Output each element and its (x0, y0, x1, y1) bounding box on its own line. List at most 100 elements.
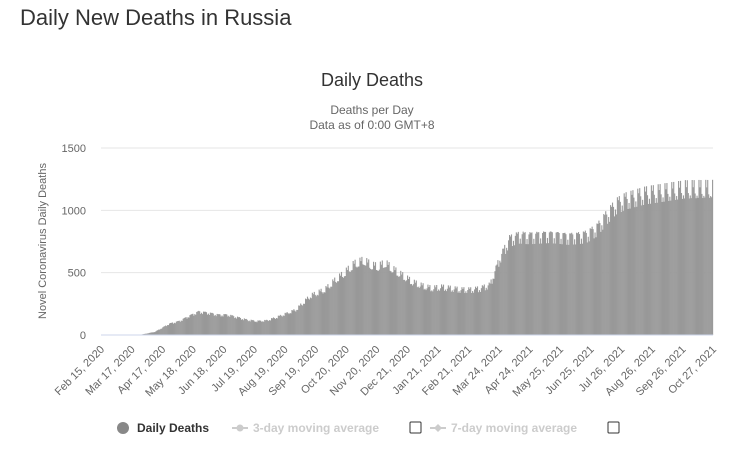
daily-deaths-bar[interactable] (607, 223, 609, 335)
daily-deaths-bar[interactable] (210, 312, 212, 335)
daily-deaths-bar[interactable] (272, 317, 275, 335)
daily-deaths-bar[interactable] (554, 243, 556, 335)
daily-deaths-bar[interactable] (410, 283, 413, 335)
daily-deaths-bar[interactable] (634, 207, 636, 335)
daily-deaths-bar[interactable] (397, 275, 399, 335)
daily-deaths-bar[interactable] (431, 290, 433, 335)
daily-deaths-bar[interactable] (267, 320, 269, 335)
daily-deaths-bar[interactable] (652, 185, 654, 335)
daily-deaths-bar[interactable] (322, 293, 324, 335)
daily-deaths-bar[interactable] (184, 317, 186, 335)
daily-deaths-bar[interactable] (708, 194, 710, 335)
daily-deaths-bar[interactable] (339, 275, 342, 335)
daily-deaths-bar[interactable] (564, 232, 566, 335)
daily-deaths-bar[interactable] (319, 291, 321, 335)
daily-deaths-bar[interactable] (173, 322, 175, 335)
daily-deaths-bar[interactable] (611, 206, 613, 335)
daily-deaths-bar[interactable] (695, 198, 697, 335)
daily-deaths-bar[interactable] (502, 248, 504, 335)
daily-deaths-bar[interactable] (271, 318, 273, 335)
daily-deaths-bar[interactable] (454, 286, 456, 335)
daily-deaths-bar[interactable] (391, 272, 393, 335)
daily-deaths-bar[interactable] (566, 244, 568, 335)
daily-deaths-bar[interactable] (198, 310, 200, 335)
daily-deaths-bar[interactable] (691, 180, 693, 335)
daily-deaths-bar[interactable] (576, 232, 578, 335)
daily-deaths-bar[interactable] (222, 316, 224, 335)
daily-deaths-bar[interactable] (305, 298, 307, 335)
daily-deaths-bar[interactable] (194, 314, 196, 335)
daily-deaths-bar[interactable] (373, 261, 375, 335)
daily-deaths-bar[interactable] (694, 193, 696, 335)
daily-deaths-bar[interactable] (441, 286, 444, 335)
daily-deaths-bar[interactable] (422, 283, 424, 335)
daily-deaths-bar[interactable] (300, 303, 302, 335)
daily-deaths-bar[interactable] (522, 231, 524, 335)
daily-deaths-bar[interactable] (659, 184, 661, 335)
daily-deaths-bar[interactable] (526, 239, 528, 335)
daily-deaths-bar[interactable] (709, 197, 711, 335)
daily-deaths-bar[interactable] (615, 214, 617, 335)
daily-deaths-bar[interactable] (617, 200, 619, 335)
daily-deaths-bar[interactable] (460, 290, 462, 335)
daily-deaths-bar[interactable] (641, 205, 643, 335)
daily-deaths-bar[interactable] (381, 260, 383, 335)
daily-deaths-bar[interactable] (590, 228, 592, 335)
daily-deaths-bar[interactable] (156, 330, 158, 335)
daily-deaths-bar[interactable] (261, 321, 263, 335)
daily-deaths-bar[interactable] (648, 198, 651, 335)
daily-deaths-bar[interactable] (152, 332, 154, 335)
daily-deaths-bar[interactable] (621, 205, 623, 335)
daily-deaths-bar[interactable] (355, 266, 357, 335)
daily-deaths-bar[interactable] (647, 203, 650, 335)
daily-deaths-bar[interactable] (585, 232, 587, 335)
daily-deaths-bar[interactable] (155, 331, 157, 335)
daily-deaths-bar[interactable] (306, 296, 309, 335)
daily-deaths-bar[interactable] (632, 190, 634, 335)
daily-deaths-bar[interactable] (360, 261, 362, 335)
daily-deaths-bar[interactable] (688, 198, 690, 335)
daily-deaths-bar[interactable] (382, 267, 384, 335)
daily-deaths-bar[interactable] (317, 295, 319, 335)
daily-deaths-bar[interactable] (553, 238, 555, 335)
daily-deaths-bar[interactable] (538, 232, 540, 335)
daily-deaths-bar[interactable] (490, 279, 492, 335)
daily-deaths-bar[interactable] (242, 320, 244, 335)
daily-deaths-bar[interactable] (710, 196, 712, 335)
daily-deaths-bar[interactable] (327, 284, 329, 335)
daily-deaths-bar[interactable] (544, 231, 547, 335)
daily-deaths-bar[interactable] (404, 279, 406, 335)
daily-deaths-bar[interactable] (338, 281, 340, 335)
daily-deaths-bar[interactable] (177, 320, 179, 335)
daily-deaths-bar[interactable] (461, 287, 463, 335)
daily-deaths-bar[interactable] (224, 314, 226, 335)
daily-deaths-bar[interactable] (679, 187, 681, 335)
daily-deaths-bar[interactable] (650, 185, 652, 335)
daily-deaths-bar[interactable] (227, 316, 229, 335)
daily-deaths-bar[interactable] (644, 186, 646, 335)
daily-deaths-bar[interactable] (494, 271, 496, 335)
daily-deaths-bar[interactable] (484, 290, 486, 335)
daily-deaths-bar[interactable] (203, 311, 206, 335)
daily-deaths-bar[interactable] (406, 280, 408, 335)
daily-deaths-bar[interactable] (387, 264, 389, 335)
daily-deaths-bar[interactable] (677, 199, 679, 335)
daily-deaths-bar[interactable] (408, 276, 411, 335)
daily-deaths-bar[interactable] (351, 270, 353, 335)
daily-deaths-bar[interactable] (294, 310, 296, 335)
daily-deaths-bar[interactable] (389, 270, 391, 335)
daily-deaths-bar[interactable] (419, 286, 421, 335)
daily-deaths-bar[interactable] (465, 291, 467, 335)
daily-deaths-bar[interactable] (208, 314, 210, 335)
daily-deaths-bar[interactable] (699, 187, 701, 335)
daily-deaths-bar[interactable] (506, 247, 508, 335)
daily-deaths-bar[interactable] (225, 314, 227, 335)
daily-deaths-bar[interactable] (260, 320, 262, 335)
daily-deaths-bar[interactable] (670, 200, 672, 335)
daily-deaths-bar[interactable] (383, 267, 385, 335)
daily-deaths-bar[interactable] (491, 283, 493, 335)
daily-deaths-bar[interactable] (477, 292, 480, 335)
daily-deaths-bar[interactable] (412, 284, 414, 335)
daily-deaths-bar[interactable] (539, 243, 541, 335)
daily-deaths-bar[interactable] (303, 303, 305, 335)
